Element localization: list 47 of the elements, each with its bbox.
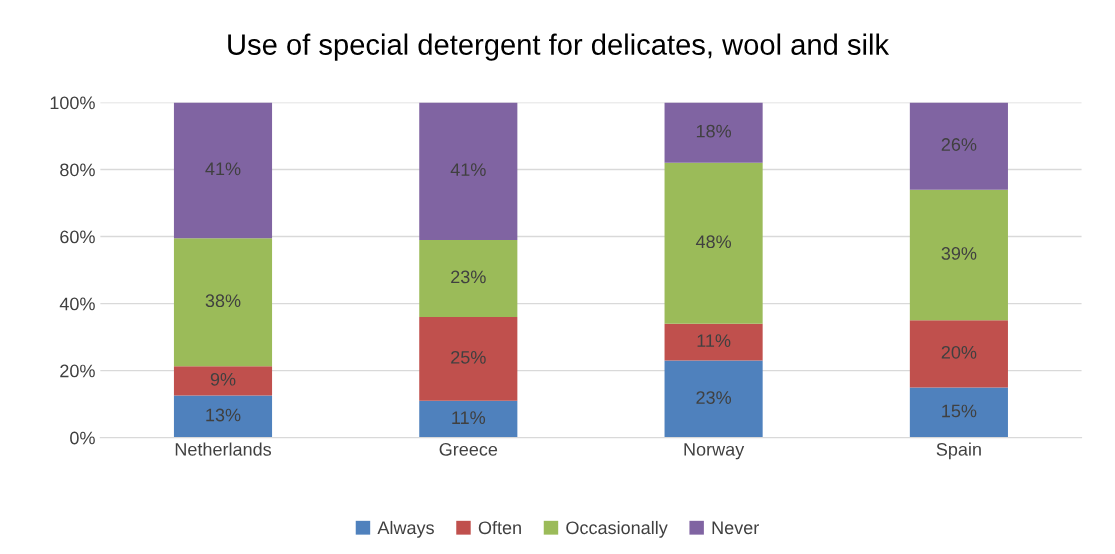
y-tick-label: 0% bbox=[70, 431, 95, 445]
legend-label: Occasionally bbox=[566, 520, 668, 538]
data-label: 11% bbox=[697, 334, 731, 347]
y-tick-label: 60% bbox=[60, 230, 95, 244]
data-label: 20% bbox=[941, 345, 977, 359]
bar bbox=[664, 360, 763, 438]
data-label: 39% bbox=[941, 247, 977, 260]
bar bbox=[173, 366, 273, 396]
data-label: 15% bbox=[942, 404, 977, 418]
bar bbox=[909, 102, 1008, 190]
x-tick-label: Netherlands bbox=[175, 442, 272, 456]
legend-label: Never bbox=[712, 521, 759, 535]
bar bbox=[664, 102, 763, 163]
data-label: 26% bbox=[941, 138, 977, 151]
bar bbox=[173, 102, 273, 239]
y-tick-label: 100% bbox=[50, 96, 95, 110]
data-label: 41% bbox=[450, 163, 486, 176]
bar bbox=[909, 189, 1008, 321]
bar bbox=[664, 162, 763, 324]
data-label: 23% bbox=[451, 270, 486, 284]
data-label: 23% bbox=[696, 391, 732, 404]
data-label: 48% bbox=[695, 235, 732, 249]
data-label: 18% bbox=[696, 124, 732, 138]
bar bbox=[419, 317, 518, 401]
bar bbox=[419, 239, 518, 317]
data-label: 13% bbox=[206, 408, 241, 422]
bar bbox=[173, 395, 273, 438]
x-tick-label: Norway bbox=[684, 443, 745, 460]
chart-title: Use of special detergent for delicates, wool and silk bbox=[228, 33, 890, 61]
legend-label: Always bbox=[377, 520, 434, 538]
y-tick-label: 40% bbox=[59, 297, 95, 311]
legend-label: Often bbox=[478, 520, 521, 535]
data-label: 11% bbox=[452, 411, 486, 424]
x-tick-label: Greece bbox=[439, 443, 498, 456]
bar bbox=[664, 323, 763, 361]
x-tick-label: Spain bbox=[936, 442, 981, 460]
bar bbox=[909, 387, 1008, 438]
y-tick-label: 20% bbox=[60, 364, 95, 378]
data-label: 25% bbox=[451, 350, 486, 364]
bar bbox=[419, 102, 518, 240]
bar bbox=[909, 320, 1008, 388]
data-label: 38% bbox=[205, 294, 241, 308]
bar bbox=[173, 238, 273, 367]
data-label: 9% bbox=[210, 372, 236, 386]
data-label: 41% bbox=[205, 162, 241, 176]
bar bbox=[419, 400, 518, 438]
y-tick-label: 80% bbox=[60, 163, 95, 177]
